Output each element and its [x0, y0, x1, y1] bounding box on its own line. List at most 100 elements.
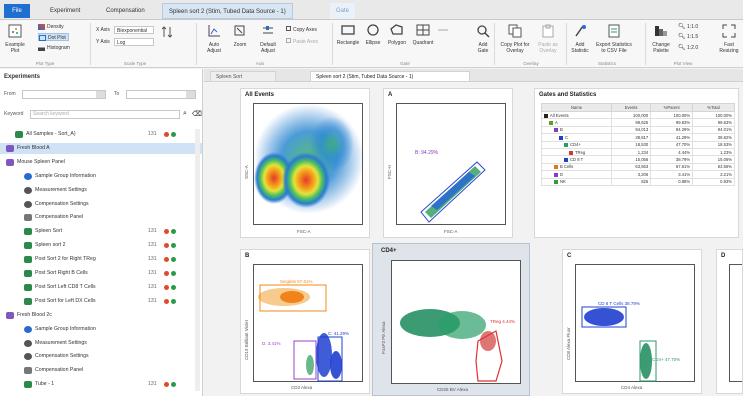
quadrant-icon — [416, 24, 430, 36]
table-row[interactable]: TReg 1,234 4.44% 1.23% — [541, 147, 735, 157]
plot-d[interactable]: D — [716, 249, 743, 394]
swap-axes-button[interactable] — [160, 26, 174, 42]
rectangle-gate-button[interactable]: Rectangle — [336, 24, 360, 46]
ellipse-gate-button[interactable]: Ellipse — [363, 24, 383, 46]
table-row[interactable]: B Cells 63,563 67.61% 63.56% — [541, 162, 735, 172]
tree-item[interactable]: Fresh Blood A — [0, 142, 202, 154]
add-statistic-button[interactable]: Add Statistic — [568, 24, 592, 54]
table-row[interactable]: CD 8 T 15,056 38.79% 15.06% — [541, 155, 735, 164]
clear-search-icon[interactable]: ⌫ — [192, 111, 202, 118]
tree-item[interactable]: All Samples - Sort_A) 131 — [0, 129, 202, 140]
from-date-field[interactable] — [22, 90, 106, 99]
status-icon — [171, 284, 176, 290]
tree-scrollbar[interactable] — [195, 129, 200, 391]
tab-file[interactable]: File — [4, 4, 30, 18]
tree-item[interactable]: Compensation Settings — [0, 351, 202, 362]
quadrant-gate-button[interactable]: Quadrant — [411, 24, 435, 46]
plot-a[interactable]: A B: 94.29% FSC-A FSC-H — [383, 88, 513, 238]
table-row[interactable]: B 94,013 94.29% 94.01% — [541, 125, 735, 135]
paste-overlay-button[interactable]: Paste as Overlay — [534, 24, 562, 54]
copy-axes-button[interactable]: Copy Axes — [286, 26, 317, 34]
tree-item[interactable]: Fresh Blood 2c — [0, 310, 202, 321]
calendar-icon[interactable] — [186, 91, 195, 98]
tree-item[interactable]: Tube - 1 131 — [0, 379, 202, 390]
tree-item-label: Sample Group Information — [35, 325, 96, 332]
zoom-button[interactable]: Zoom — [231, 24, 249, 48]
zoom-level-3[interactable]: 🔍︎ 1:2.0 — [678, 45, 699, 51]
worksheet-tab-spleen-sort[interactable]: Spleen Sort — [210, 71, 276, 82]
histogram-button[interactable]: Histogram — [38, 44, 70, 52]
add-gate-button[interactable]: Add Gate — [474, 24, 492, 54]
tree-item[interactable]: Measurement Settings — [0, 338, 202, 349]
default-adjust-button[interactable]: Default Adjust — [255, 24, 281, 54]
tree-item[interactable]: Compensation Settings — [0, 199, 202, 210]
tree-item[interactable]: Compensation Panel — [0, 212, 202, 223]
tree-item[interactable]: Post Sort 2 for Right TReg 131 — [0, 254, 202, 265]
x-axis-label: CD25 BV Alexa — [437, 387, 469, 392]
tree-item[interactable]: Spleen sort 2 131 — [0, 240, 202, 251]
table-row[interactable]: D 3,206 3.41% 3.21% — [541, 170, 735, 179]
tree-item[interactable]: Mouse Spleen Panel — [0, 157, 202, 168]
tree-item-label: Measurement Settings — [35, 186, 87, 193]
tab-compensation[interactable]: Compensation — [106, 8, 145, 14]
plot-c[interactable]: C CD 8 T Cells 38.79% CD4+ 47.70% CD4 Al… — [562, 249, 702, 394]
tree-item[interactable]: Post Sort Right B Cells 131 — [0, 268, 202, 279]
tree-item-count: 131 — [148, 242, 157, 249]
zoom-level-2[interactable]: 🔍︎ 1:1.5 — [678, 34, 699, 40]
status-icon — [171, 271, 176, 276]
column-header[interactable]: %Total — [692, 103, 735, 112]
keyword-search-input[interactable]: Search keyword — [30, 110, 180, 119]
to-date-field[interactable] — [126, 90, 196, 99]
tree-item[interactable]: Sample Group Information — [0, 171, 202, 182]
tree-item[interactable]: Post Sort for Left DX Cells 131 — [0, 296, 202, 307]
calendar-icon[interactable] — [96, 91, 105, 98]
change-palette-button[interactable]: Change Palette — [650, 24, 672, 54]
column-header[interactable]: Name — [541, 103, 612, 112]
tab-context-plot[interactable]: Spleen sort 2 (Stim, Tubed Data Source -… — [162, 3, 293, 19]
plot-cd4[interactable]: CD4+ TReg 4.44% CD25 BV Alexa FoxP3 PE A… — [372, 243, 530, 396]
ribbon-separator — [332, 23, 333, 65]
polygon-gate-button[interactable]: Polygon — [386, 24, 408, 46]
table-row[interactable]: A 99,625 99.63% 99.63% — [541, 118, 735, 127]
table-row[interactable]: NK 825 0.88% 0.83% — [541, 177, 735, 186]
magnifier-icon: 🔍︎ — [678, 34, 686, 40]
tree-item[interactable]: Sample Group Information — [0, 324, 202, 335]
tree-item[interactable]: Measurement Settings — [0, 185, 202, 196]
copy-plot-overlay-button[interactable]: Copy Plot for Overlay — [498, 24, 532, 54]
flask-icon — [24, 283, 32, 291]
gate-label: Singlets 67.61% — [280, 279, 313, 284]
tree-item[interactable]: Post Sort Left CD8 T Cells 131 — [0, 282, 202, 293]
line-gate-button[interactable] — [436, 24, 450, 40]
worksheet-tabs: Spleen Sort Spleen sort 2 (Stim, Tubed D… — [204, 69, 743, 82]
table-row[interactable]: All Events 100,000 100.00% 100.00% — [541, 110, 735, 120]
export-statistics-button[interactable]: Export Statistics to CSV File — [594, 24, 634, 54]
column-header[interactable]: Events — [610, 103, 652, 112]
table-row[interactable]: C 38,817 41.29% 38.82% — [541, 133, 735, 142]
fast-resizing-button[interactable]: Fast Resizing — [717, 24, 741, 54]
status-icon — [171, 132, 176, 137]
tree-item-label: Post Sort for Left DX Cells — [35, 297, 96, 304]
table-row[interactable]: CD4+ 18,530 47.70% 18.53% — [541, 140, 735, 149]
x-axis-scale-select[interactable]: Biexponential — [114, 26, 154, 34]
stat-events-cell: 3,206 — [610, 170, 652, 179]
example-plot-button[interactable]: Example Plot — [4, 24, 26, 54]
plot-all-events[interactable]: All Events — [240, 88, 370, 238]
auto-adjust-button[interactable]: Auto Adjust — [203, 24, 225, 54]
search-icon[interactable]: ⌕ — [183, 110, 187, 117]
worksheet-tab-spleen-sort-2[interactable]: Spleen sort 2 (Stim, Tubed Data Source -… — [310, 71, 470, 82]
column-header[interactable]: %Parent — [650, 103, 694, 112]
tree-item-count: 131 — [148, 381, 157, 388]
plot-b[interactable]: B Singlets 67.61% C: 41.29% D: 3.41% CD3… — [240, 249, 370, 394]
status-icon — [164, 382, 169, 388]
y-axis-scale-select[interactable]: Log — [114, 38, 154, 46]
histogram-icon — [38, 44, 45, 51]
tab-context-gate[interactable]: Gate — [330, 3, 356, 19]
tree-item[interactable]: Spleen Sort 131 — [0, 226, 202, 237]
tree-item[interactable]: Compensation Panel — [0, 365, 202, 376]
paste-axes-button[interactable]: Paste Axes — [286, 38, 318, 46]
status-icon — [171, 229, 176, 235]
dot-plot-button[interactable]: Dot Plot — [38, 33, 69, 41]
zoom-level-1[interactable]: 🔍︎ 1:1.0 — [678, 24, 699, 30]
density-button[interactable]: Density — [38, 23, 64, 31]
tab-experiment[interactable]: Experiment — [50, 8, 81, 14]
